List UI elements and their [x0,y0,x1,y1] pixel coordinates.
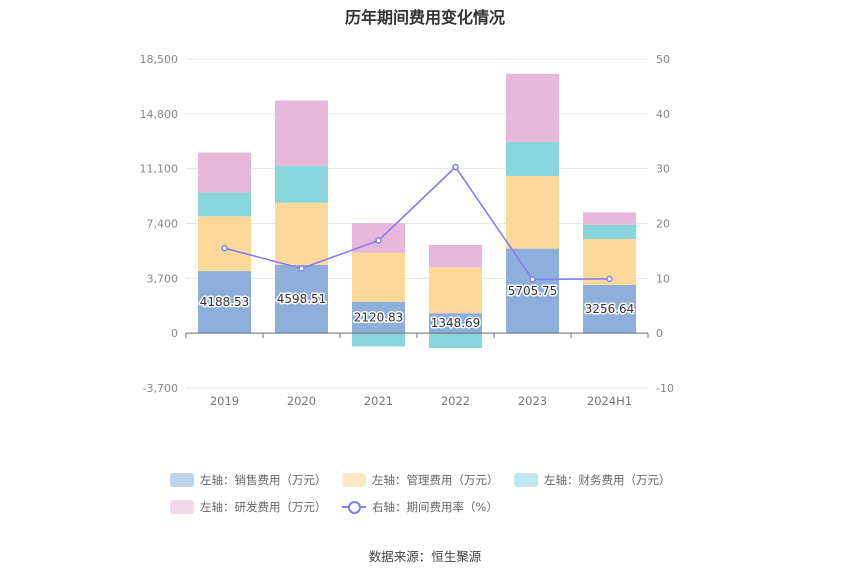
bar-segment-2-2022 [429,267,482,314]
left-axis-tick-label: 11,100 [140,163,179,176]
bar-segment-1-2023 [506,248,559,334]
legend-swatch [342,473,366,487]
line-point [375,237,382,244]
bar-segment-4-2023 [506,73,559,142]
bar-segment-1-2024H1 [583,284,636,334]
bar-segment-2-2023 [506,175,559,249]
bar-segment-1-2021 [352,301,405,334]
line-point [606,275,613,283]
legend-item[interactable]: 右轴：期间费用率（%） [342,499,514,515]
chart-title: 历年期间费用变化情况 [344,8,505,27]
bar-segment-3-2019 [198,192,251,217]
data-label: 1348.69 [431,316,481,330]
bar-segment-3-2024H1 [583,224,636,239]
legend-swatch [170,500,194,514]
line-point [221,244,228,252]
right-axis-tick-label: -10 [656,382,674,395]
left-axis-tick-label: 14,800 [140,108,179,121]
legend-item[interactable]: 左轴：研发费用（万元） [170,499,342,515]
right-axis-tick-label: 0 [656,327,663,340]
x-axis-tick-label: 2024H1 [587,394,632,408]
line-point [452,163,459,171]
right-axis-tick-label: 10 [656,272,670,285]
x-axis-tick-label: 2020 [287,394,316,408]
data-label: 5705.75 [508,284,558,298]
legend-item[interactable]: 左轴：销售费用（万元） [170,472,342,488]
bar-segment-3-2022 [429,333,482,348]
x-axis-tick-label: 2022 [441,394,470,408]
left-axis-tick-label: 3,700 [147,272,179,285]
line-point [529,276,536,283]
legend-label: 左轴：研发费用（万元） [200,500,327,514]
legend-swatch [514,473,538,487]
x-axis-tick-label: 2019 [210,394,239,408]
legend-line-marker [342,500,366,514]
legend-label: 右轴：期间费用率（%） [372,500,498,514]
legend-swatch [170,473,194,487]
chart-canvas: 18,500 50 14,800 40 11,100 30 7,400 20 3,700 10 0 0… [140,53,674,408]
left-axis-tick-label: 18,500 [140,53,179,66]
left-axis-tick-label: -3,700 [143,382,178,395]
data-label: 3256.64 [585,302,635,316]
legend-item[interactable]: 左轴：管理费用（万元） [342,472,514,488]
bar-segment-3-2023 [506,141,559,176]
x-axis-tick-label: 2021 [364,394,393,408]
data-label: 4598.51 [277,292,327,306]
bar-segment-4-2024H1 [583,212,636,225]
line-point [298,265,305,272]
legend-item[interactable]: 左轴：财务费用（万元） [514,472,686,488]
left-axis-tick-label: 7,400 [147,218,179,231]
right-axis-tick-label: 40 [656,108,670,121]
bar-segment-4-2022 [429,245,482,268]
line-series [224,165,610,281]
bar-segment-4-2020 [275,100,328,166]
bar-segment-3-2021 [352,333,405,347]
data-label: 2120.83 [354,310,404,324]
data-label: 4188.53 [200,295,250,309]
legend-label: 左轴：管理费用（万元） [372,473,499,487]
legend-label: 左轴：财务费用（万元） [544,473,671,487]
bar-segment-4-2019 [198,152,251,193]
right-axis-tick-label: 30 [656,163,670,176]
chart-legend: 左轴：销售费用（万元） 左轴：管理费用（万元） 左轴：财务费用（万元） 左轴：研发费用… [170,472,730,515]
right-axis-tick-label: 20 [656,218,670,231]
bar-segment-1-2022 [429,313,482,334]
bar-segment-3-2020 [275,165,328,203]
bar-segment-1-2020 [275,265,328,334]
x-axis-tick-label: 2023 [518,394,547,408]
data-source: 数据来源：恒生聚源 [368,549,482,564]
bar-segment-1-2019 [198,271,251,334]
bar-segment-2-2021 [352,252,405,302]
right-axis-tick-label: 50 [656,53,670,66]
bar-segment-2-2019 [198,216,251,272]
bar-segment-2-2020 [275,202,328,266]
left-axis-tick-label: 0 [171,327,178,340]
legend-label: 左轴：销售费用（万元） [200,473,327,487]
